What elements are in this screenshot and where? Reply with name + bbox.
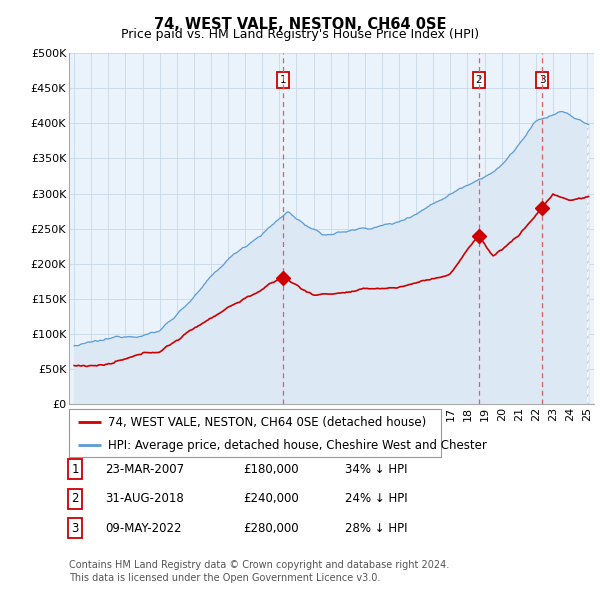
- Text: 2: 2: [476, 75, 482, 85]
- Text: 74, WEST VALE, NESTON, CH64 0SE: 74, WEST VALE, NESTON, CH64 0SE: [154, 17, 446, 31]
- Text: £240,000: £240,000: [243, 492, 299, 505]
- Text: 3: 3: [71, 522, 79, 535]
- Text: 1: 1: [71, 463, 79, 476]
- Text: Contains HM Land Registry data © Crown copyright and database right 2024.
This d: Contains HM Land Registry data © Crown c…: [69, 560, 449, 583]
- Text: 09-MAY-2022: 09-MAY-2022: [105, 522, 182, 535]
- Text: HPI: Average price, detached house, Cheshire West and Chester: HPI: Average price, detached house, Ches…: [108, 438, 487, 452]
- Text: 31-AUG-2018: 31-AUG-2018: [105, 492, 184, 505]
- Text: Price paid vs. HM Land Registry's House Price Index (HPI): Price paid vs. HM Land Registry's House …: [121, 28, 479, 41]
- Text: £180,000: £180,000: [243, 463, 299, 476]
- Text: 23-MAR-2007: 23-MAR-2007: [105, 463, 184, 476]
- Text: 2: 2: [71, 492, 79, 505]
- Text: 24% ↓ HPI: 24% ↓ HPI: [345, 492, 407, 505]
- Text: 1: 1: [280, 75, 286, 85]
- Text: 28% ↓ HPI: 28% ↓ HPI: [345, 522, 407, 535]
- Text: £280,000: £280,000: [243, 522, 299, 535]
- Text: 34% ↓ HPI: 34% ↓ HPI: [345, 463, 407, 476]
- Text: 74, WEST VALE, NESTON, CH64 0SE (detached house): 74, WEST VALE, NESTON, CH64 0SE (detache…: [108, 416, 427, 429]
- Text: 3: 3: [539, 75, 545, 85]
